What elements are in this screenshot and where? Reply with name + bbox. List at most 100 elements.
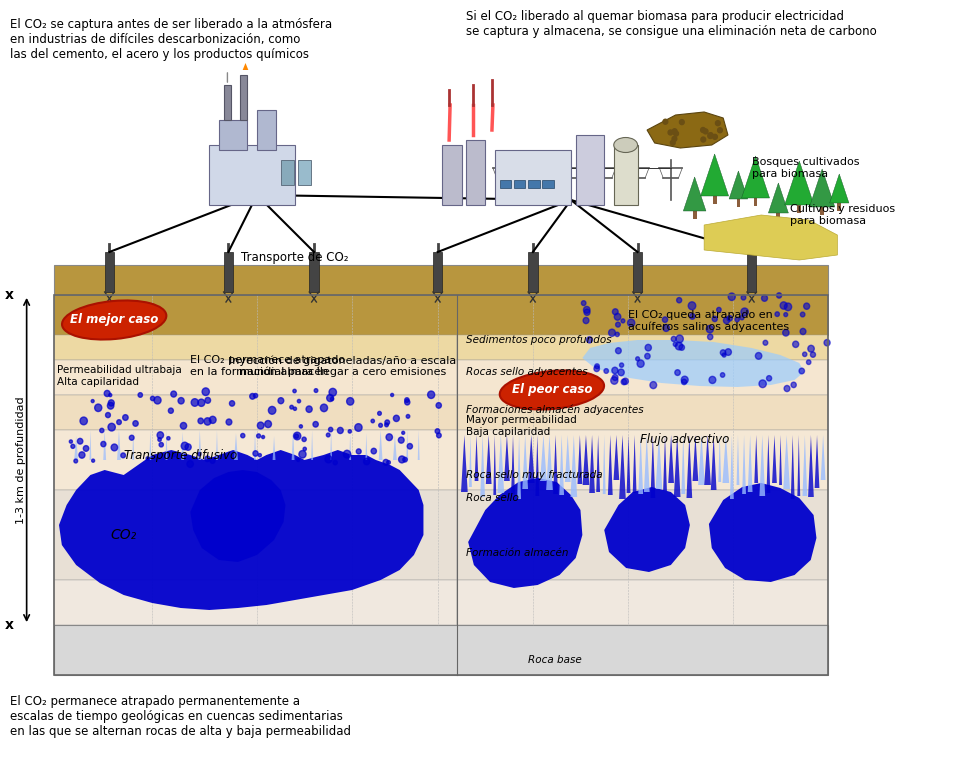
- Circle shape: [403, 457, 407, 462]
- Circle shape: [783, 312, 787, 317]
- Circle shape: [121, 453, 126, 458]
- Circle shape: [290, 406, 294, 409]
- Polygon shape: [603, 435, 606, 494]
- Bar: [798, 205, 802, 213]
- Circle shape: [784, 386, 790, 392]
- Bar: [54, 490, 457, 580]
- Circle shape: [712, 134, 717, 140]
- Circle shape: [756, 352, 762, 359]
- Polygon shape: [704, 215, 837, 260]
- Polygon shape: [497, 435, 504, 493]
- Circle shape: [406, 415, 410, 418]
- Polygon shape: [791, 435, 795, 499]
- Circle shape: [803, 352, 806, 356]
- Circle shape: [173, 453, 176, 456]
- Circle shape: [740, 315, 744, 320]
- Bar: [736, 199, 740, 207]
- Circle shape: [333, 460, 337, 465]
- Polygon shape: [768, 183, 788, 213]
- Circle shape: [203, 388, 209, 396]
- Polygon shape: [589, 435, 595, 493]
- Circle shape: [146, 456, 150, 460]
- Circle shape: [355, 423, 362, 431]
- Polygon shape: [311, 430, 313, 460]
- Bar: [837, 203, 841, 211]
- Text: Transporte difusivo: Transporte difusivo: [124, 449, 237, 462]
- Circle shape: [299, 450, 306, 458]
- Circle shape: [348, 429, 351, 433]
- Circle shape: [364, 458, 370, 465]
- Polygon shape: [619, 435, 626, 499]
- Circle shape: [386, 434, 393, 440]
- Circle shape: [398, 437, 404, 443]
- Circle shape: [688, 301, 696, 310]
- Text: Rocas sello adyacentes: Rocas sello adyacentes: [467, 367, 588, 377]
- Bar: [457, 580, 828, 625]
- Circle shape: [645, 345, 652, 351]
- Circle shape: [674, 131, 679, 136]
- Circle shape: [407, 443, 413, 449]
- Polygon shape: [536, 435, 540, 496]
- Polygon shape: [480, 435, 485, 497]
- Polygon shape: [736, 435, 739, 485]
- Circle shape: [297, 458, 300, 462]
- Polygon shape: [730, 435, 733, 499]
- Text: Roca sello: Roca sello: [467, 493, 519, 503]
- Circle shape: [337, 427, 344, 433]
- Circle shape: [662, 325, 669, 332]
- Circle shape: [78, 439, 83, 444]
- Circle shape: [437, 433, 442, 438]
- Text: Si el CO₂ liberado al quemar biomasa para producir electricidad
se captura y alm: Si el CO₂ liberado al quemar biomasa par…: [467, 10, 877, 38]
- Circle shape: [587, 337, 592, 343]
- Circle shape: [763, 340, 768, 345]
- Polygon shape: [199, 435, 201, 460]
- Circle shape: [717, 128, 722, 133]
- Polygon shape: [710, 435, 716, 490]
- Circle shape: [791, 382, 796, 388]
- Circle shape: [682, 376, 688, 383]
- Bar: [298, 160, 311, 185]
- Polygon shape: [132, 430, 134, 460]
- Circle shape: [637, 360, 644, 367]
- Circle shape: [584, 306, 590, 313]
- Polygon shape: [718, 435, 721, 482]
- Bar: [777, 213, 780, 221]
- Circle shape: [615, 348, 621, 354]
- Polygon shape: [723, 435, 730, 483]
- Text: El CO₂ permanece atrapado
en la formación almacén: El CO₂ permanece atrapado en la formació…: [190, 355, 346, 376]
- Circle shape: [258, 453, 261, 456]
- Circle shape: [612, 367, 618, 374]
- Polygon shape: [772, 435, 777, 483]
- Circle shape: [74, 459, 78, 463]
- Text: El peor caso: El peor caso: [512, 383, 592, 396]
- Bar: [457, 360, 828, 395]
- Circle shape: [636, 357, 639, 361]
- Ellipse shape: [62, 301, 166, 339]
- Circle shape: [806, 360, 811, 365]
- Circle shape: [675, 342, 683, 350]
- Circle shape: [300, 425, 302, 428]
- Circle shape: [69, 440, 72, 443]
- Bar: [105, 252, 114, 292]
- Circle shape: [106, 412, 110, 418]
- Circle shape: [84, 446, 88, 451]
- Circle shape: [804, 303, 809, 309]
- Circle shape: [604, 369, 609, 373]
- Polygon shape: [701, 154, 729, 196]
- Bar: [457, 490, 828, 580]
- Polygon shape: [668, 435, 674, 483]
- Text: Formaciones almacén adyacentes: Formaciones almacén adyacentes: [467, 405, 644, 416]
- Circle shape: [269, 406, 276, 414]
- Bar: [54, 335, 457, 360]
- Circle shape: [257, 422, 264, 429]
- Circle shape: [725, 348, 732, 355]
- Bar: [693, 211, 697, 219]
- Circle shape: [198, 453, 201, 456]
- Circle shape: [385, 423, 389, 427]
- Polygon shape: [329, 437, 332, 460]
- Circle shape: [261, 436, 265, 439]
- Polygon shape: [461, 435, 468, 492]
- Circle shape: [105, 390, 110, 396]
- Circle shape: [394, 416, 399, 422]
- Circle shape: [780, 301, 787, 309]
